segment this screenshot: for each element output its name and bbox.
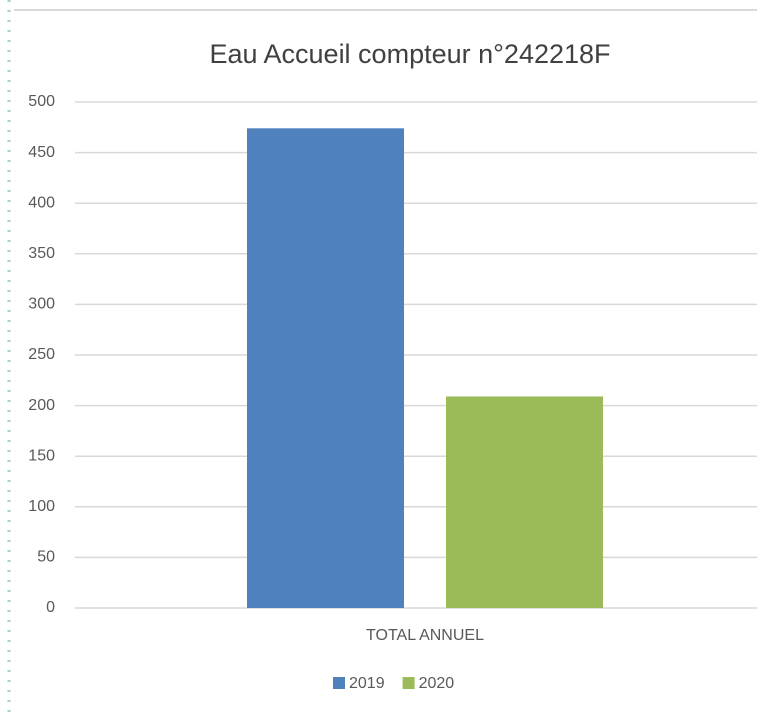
y-tick-label: 50 bbox=[37, 549, 55, 566]
y-tick-label: 400 bbox=[28, 194, 55, 211]
legend-swatch bbox=[402, 677, 415, 689]
y-tick-label: 350 bbox=[28, 245, 55, 262]
bar bbox=[247, 128, 404, 608]
y-tick-label: 100 bbox=[28, 498, 55, 515]
y-tick-label: 250 bbox=[28, 346, 55, 363]
legend-label: 2019 bbox=[349, 675, 385, 692]
x-tick-label: TOTAL ANNUEL bbox=[366, 627, 484, 644]
y-tick-label: 150 bbox=[28, 447, 55, 464]
y-tick-label: 200 bbox=[28, 397, 55, 414]
bar bbox=[446, 396, 603, 608]
legend-swatch bbox=[333, 677, 345, 689]
chart-title: Eau Accueil compteur n°242218F bbox=[209, 39, 610, 69]
legend-label: 2020 bbox=[419, 675, 455, 692]
y-tick-label: 300 bbox=[28, 296, 55, 313]
y-tick-label: 450 bbox=[28, 144, 55, 161]
y-tick-label: 0 bbox=[46, 599, 55, 616]
y-tick-label: 500 bbox=[28, 93, 55, 110]
